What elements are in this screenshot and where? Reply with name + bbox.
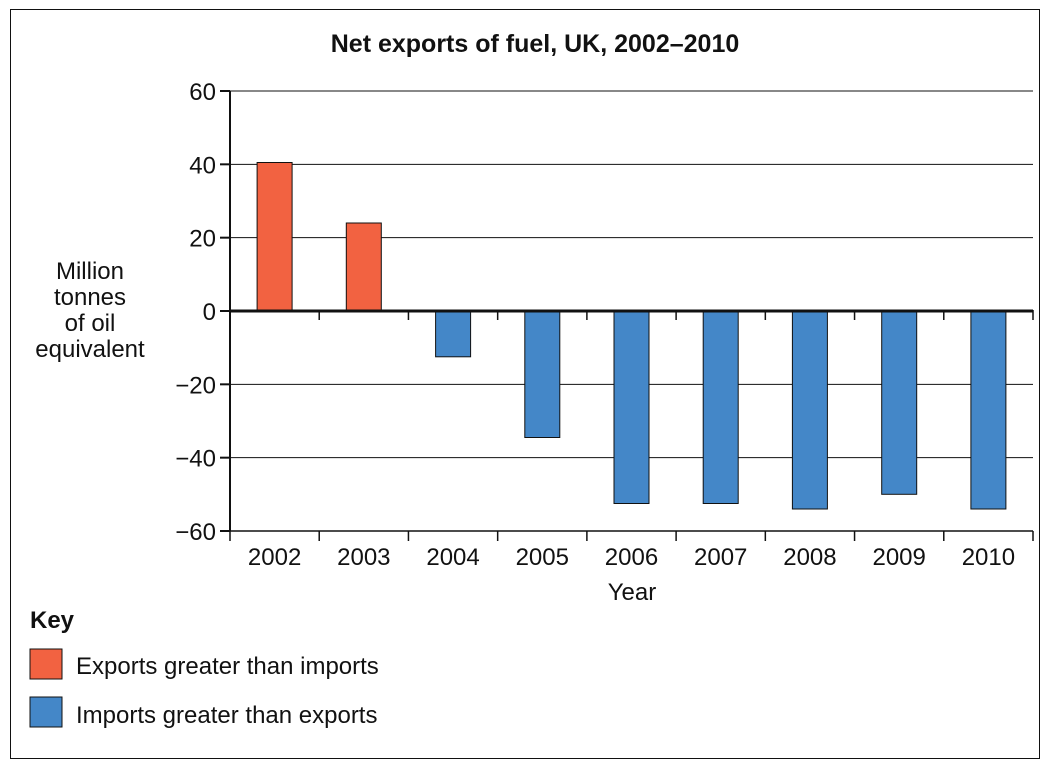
y-tick-label-1: 40 xyxy=(189,152,216,179)
x-tick-label-2002: 2002 xyxy=(248,544,301,571)
y-tick-label-2: 20 xyxy=(189,226,216,253)
x-tick-label-2007: 2007 xyxy=(694,544,747,571)
y-tick-label-5: −40 xyxy=(175,446,216,473)
bar-2003 xyxy=(345,222,382,312)
x-tick-label-2010: 2010 xyxy=(962,544,1015,571)
y-tick-label-3: 0 xyxy=(203,299,216,326)
bar-2009 xyxy=(881,310,918,495)
y-tick-label-0: 60 xyxy=(189,79,216,106)
bar-2008 xyxy=(791,310,828,510)
legend-label-exports: Exports greater than imports xyxy=(76,653,379,680)
legend: Key Exports greater than imports Imports… xyxy=(29,607,379,729)
x-axis-label: Year xyxy=(608,579,657,606)
y-axis-label-line-1: Million xyxy=(56,258,124,285)
legend-swatch-exports xyxy=(29,648,63,680)
bars-layer xyxy=(256,162,1007,510)
x-tick-label-2003: 2003 xyxy=(337,544,390,571)
net-exports-chart: Net exports of fuel, UK, 2002–2010 60 40 2… xyxy=(29,30,1034,729)
x-tick-label-2009: 2009 xyxy=(872,544,925,571)
axes-layer xyxy=(220,90,1034,541)
y-tick-label-6: −60 xyxy=(175,519,216,546)
x-tick-label-2004: 2004 xyxy=(426,544,479,571)
y-tick-label-4: −20 xyxy=(175,372,216,399)
bar-2010 xyxy=(970,310,1007,510)
y-axis-label: Million tonnes of oil equivalent xyxy=(35,258,145,363)
y-axis-label-line-4: equivalent xyxy=(35,336,145,363)
x-tick-label-2005: 2005 xyxy=(516,544,569,571)
legend-title: Key xyxy=(30,607,75,634)
chart-title: Net exports of fuel, UK, 2002–2010 xyxy=(331,30,740,58)
bar-2006 xyxy=(613,310,650,504)
y-axis-label-line-2: tonnes xyxy=(54,284,126,311)
y-axis-label-line-3: of oil xyxy=(65,310,116,337)
x-tick-label-2006: 2006 xyxy=(605,544,658,571)
bar-2007 xyxy=(702,310,739,504)
bar-2002 xyxy=(256,162,293,312)
x-tick-label-2008: 2008 xyxy=(783,544,836,571)
bar-2004 xyxy=(435,310,472,358)
labels-layer: 60 40 20 0 −20 −40 −60 2002 2003 2004 2005 2006 2007… xyxy=(175,79,1015,571)
bar-2005 xyxy=(524,310,561,438)
legend-label-imports: Imports greater than exports xyxy=(76,702,377,729)
legend-swatch-imports xyxy=(29,696,63,728)
